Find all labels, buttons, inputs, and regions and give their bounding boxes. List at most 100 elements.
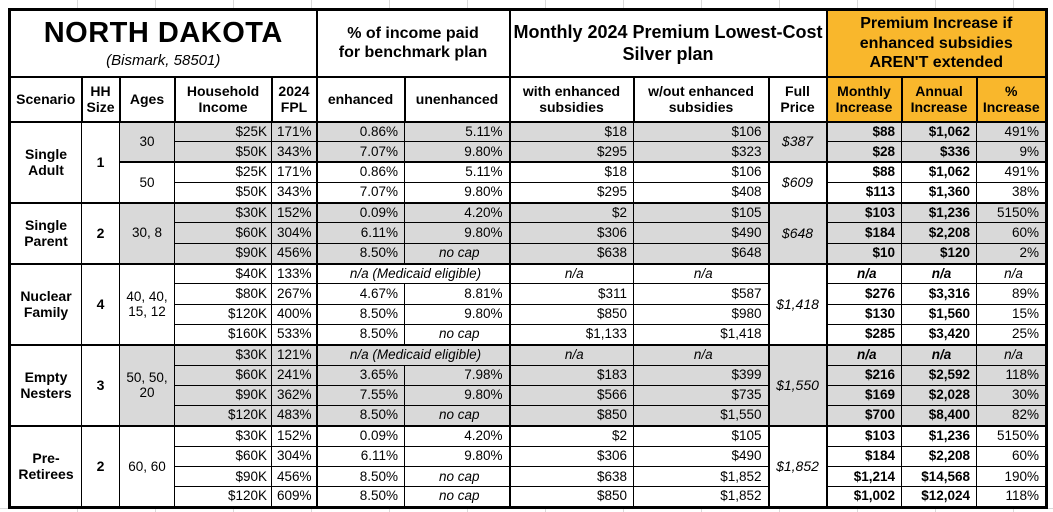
fpl-cell: 533% bbox=[271, 323, 317, 346]
with-subsidies-cell: $18 bbox=[508, 120, 634, 143]
unenhanced-cell: 9.80% bbox=[404, 303, 510, 325]
fpl-cell: 343% bbox=[271, 181, 317, 204]
ages-header: Ages bbox=[118, 75, 176, 123]
fpl-cell: 362% bbox=[271, 384, 317, 407]
income-cell: $90K bbox=[174, 384, 272, 407]
monthly-increase-cell: $103 bbox=[825, 424, 902, 447]
without-subsidies-cell: $106 bbox=[633, 161, 769, 183]
income-cell: $25K bbox=[174, 161, 272, 183]
enhanced-cell: 0.86% bbox=[315, 120, 405, 143]
fpl-cell: 152% bbox=[271, 424, 317, 447]
fpl-cell: 267% bbox=[271, 283, 317, 305]
unenhanced-cell: 5.11% bbox=[404, 161, 510, 183]
monthly-increase-cell: $130 bbox=[825, 303, 902, 325]
hh-size-header: HH Size bbox=[80, 75, 121, 123]
unenhanced-cell: 9.80% bbox=[404, 222, 510, 244]
scenario-cell: Single Parent bbox=[9, 201, 82, 265]
full-price-cell: $609 bbox=[767, 161, 827, 204]
pct-increase-cell: 5150% bbox=[975, 424, 1048, 447]
unenhanced-cell: 4.20% bbox=[404, 201, 510, 224]
enhanced-cell: 8.50% bbox=[315, 323, 405, 346]
monthly-increase-cell: $88 bbox=[825, 120, 902, 143]
full-price-cell: $387 bbox=[767, 121, 827, 163]
monthly-increase-cell: $184 bbox=[825, 222, 902, 244]
table-title-row: NORTH DAKOTA (Bismark, 58501) % of incom… bbox=[8, 8, 1048, 78]
without-subsidies-cell: $648 bbox=[633, 242, 769, 265]
monthly-increase-cell: $1,002 bbox=[825, 486, 902, 508]
pct-increase-cell: 491% bbox=[975, 161, 1048, 183]
monthly-increase-cell: $113 bbox=[825, 181, 902, 204]
full-price-cell: $1,418 bbox=[767, 262, 827, 346]
table-row: Nuclear Family 4 40, 40, 15, 12 $40K 133… bbox=[9, 262, 1048, 346]
full-price-cell: $648 bbox=[767, 201, 827, 265]
enhanced-cell: 8.50% bbox=[315, 303, 405, 325]
pct-increase-cell: 82% bbox=[975, 405, 1048, 427]
annual-increase-cell: $12,024 bbox=[901, 486, 977, 508]
income-cell: $60K bbox=[174, 364, 272, 386]
fpl-cell: 304% bbox=[271, 222, 317, 244]
income-cell: $160K bbox=[174, 323, 272, 346]
unenhanced-header: unenhanced bbox=[403, 75, 511, 123]
pct-increase-cell: 2% bbox=[975, 242, 1048, 265]
pct-increase-cell: 118% bbox=[975, 486, 1048, 508]
income-cell: $80K bbox=[174, 283, 272, 305]
column-header-row: Scenario HH Size Ages Household Income 2… bbox=[8, 75, 1048, 123]
with-subsidies-cell: n/a bbox=[508, 262, 634, 285]
enhanced-cell: 8.50% bbox=[315, 242, 405, 265]
ages-cell: 30, 8 bbox=[119, 201, 175, 265]
annual-increase-cell: $1,062 bbox=[901, 161, 977, 183]
income-cell: $120K bbox=[174, 405, 272, 427]
table-row: $80K 267% 4.67% 8.81% $311 $587 $276 $3,… bbox=[10, 283, 1048, 305]
monthly-increase-cell: $700 bbox=[825, 405, 902, 427]
increase-group-header: Premium Increase if enhanced subsidies A… bbox=[825, 8, 1048, 78]
monthly-increase-cell: $169 bbox=[825, 384, 902, 407]
ages-cell: 30 bbox=[119, 121, 175, 163]
enhanced-cell: 6.11% bbox=[315, 445, 405, 468]
income-cell: $60K bbox=[174, 222, 272, 244]
fpl-cell: 609% bbox=[271, 486, 317, 508]
with-subsidies-cell: $638 bbox=[508, 466, 634, 488]
annual-increase-cell: $3,420 bbox=[901, 323, 977, 346]
enhanced-cell: 6.11% bbox=[315, 222, 405, 244]
pct-increase-cell: 15% bbox=[975, 303, 1048, 325]
scenario-cell: Single Adult bbox=[9, 120, 82, 204]
table-row: $90K 362% 7.55% 9.80% $566 $735 $169 $2,… bbox=[10, 384, 1048, 407]
enhanced-cell: 3.65% bbox=[315, 364, 405, 386]
pct-increase-cell: 60% bbox=[975, 222, 1048, 244]
annual-increase-cell: $1,236 bbox=[901, 201, 977, 224]
income-cell: $50K bbox=[174, 141, 272, 163]
income-cell: $50K bbox=[174, 181, 272, 204]
pct-increase-cell: 9% bbox=[975, 141, 1048, 163]
fpl-cell: 400% bbox=[271, 303, 317, 325]
annual-increase-cell: $2,208 bbox=[901, 445, 977, 468]
pct-increase-cell: 30% bbox=[975, 384, 1048, 407]
with-subsidies-cell: $1,133 bbox=[508, 323, 634, 346]
premium-comparison-table: NORTH DAKOTA (Bismark, 58501) % of incom… bbox=[8, 8, 1049, 509]
fpl-cell: 456% bbox=[271, 466, 317, 488]
with-subsidies-cell: $295 bbox=[508, 181, 634, 204]
annual-increase-cell: n/a bbox=[901, 262, 977, 285]
monthly-increase-cell: n/a bbox=[825, 343, 902, 366]
pct-increase-cell: 491% bbox=[975, 120, 1048, 143]
without-subsidies-cell: $587 bbox=[633, 283, 769, 305]
income-cell: $25K bbox=[174, 120, 272, 143]
ages-cell: 50 bbox=[119, 161, 175, 204]
without-subsidies-cell: $106 bbox=[633, 120, 769, 143]
monthly-increase-cell: n/a bbox=[825, 262, 902, 285]
table-row: $120K 400% 8.50% 9.80% $850 $980 $130 $1… bbox=[10, 303, 1048, 325]
unenhanced-cell: 9.80% bbox=[404, 384, 510, 407]
income-cell: $60K bbox=[174, 445, 272, 468]
without-subsidies-cell: $1,852 bbox=[633, 466, 769, 488]
annual-increase-cell: $1,560 bbox=[901, 303, 977, 325]
with-subsidies-header: with enhanced subsidies bbox=[508, 75, 635, 123]
income-cell: $120K bbox=[174, 486, 272, 508]
without-subsidies-cell: $105 bbox=[633, 424, 769, 447]
state-title: NORTH DAKOTA bbox=[43, 16, 283, 49]
without-subsidies-cell: $323 bbox=[633, 141, 769, 163]
fpl-cell: 171% bbox=[271, 161, 317, 183]
table-row: $60K 304% 6.11% 9.80% $306 $490 $184 $2,… bbox=[10, 445, 1048, 468]
unenhanced-cell: no cap bbox=[404, 242, 510, 265]
without-subsidies-cell: $490 bbox=[633, 222, 769, 244]
without-subsidies-cell: $408 bbox=[633, 181, 769, 204]
enhanced-cell: 4.67% bbox=[315, 283, 405, 305]
